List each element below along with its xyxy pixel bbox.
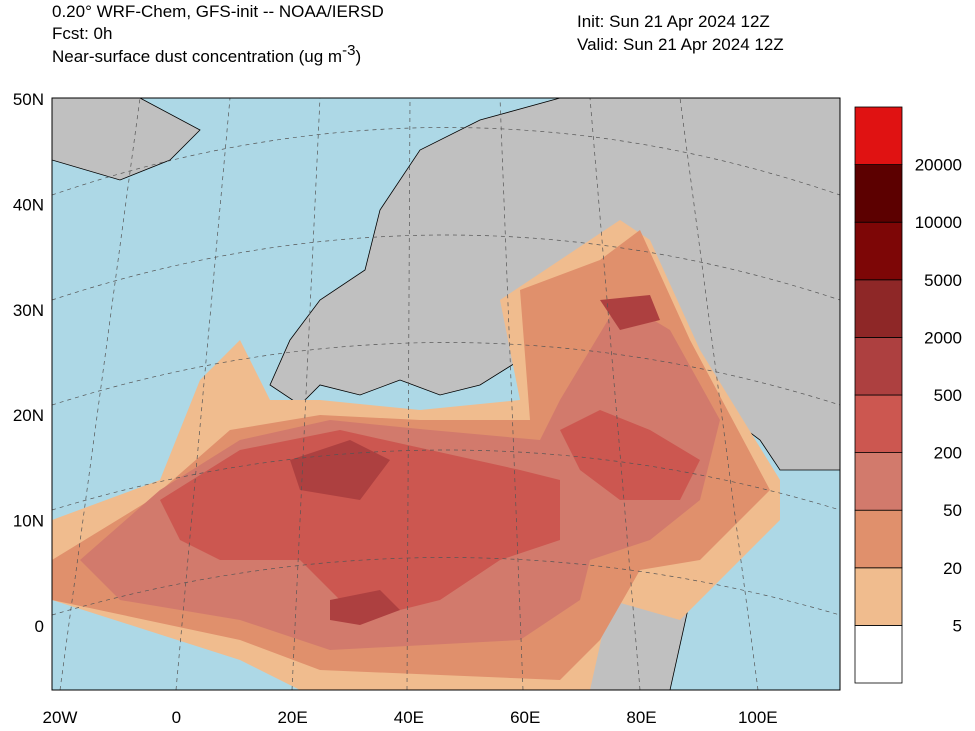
field: Near-surface dust concentration (ug m-3) xyxy=(52,42,361,66)
lat-label: 20N xyxy=(13,406,44,425)
colorbar-box xyxy=(854,336,903,396)
land xyxy=(52,98,201,181)
lon-label: 100E xyxy=(738,708,778,726)
forecast: Fcst: 0h xyxy=(52,24,112,43)
lon-label: 60E xyxy=(510,708,540,726)
colorbar-box xyxy=(854,164,903,223)
colorbar-label: 20 xyxy=(943,559,962,578)
lat-label: 40N xyxy=(13,195,44,214)
dust xyxy=(600,295,660,330)
colorbar-box xyxy=(854,625,903,684)
colorbar-label: 50 xyxy=(943,501,962,520)
colorbar-box xyxy=(854,106,903,165)
colorbar-box xyxy=(854,221,903,281)
colorbar-label: 5 xyxy=(953,616,962,635)
field-end: ) xyxy=(355,47,361,66)
colorbar-box xyxy=(854,567,903,626)
map xyxy=(51,97,841,691)
lon-label: 80E xyxy=(626,708,656,726)
colorbar-label: 2000 xyxy=(924,328,962,347)
dust xyxy=(330,590,400,625)
valid-time: Valid: Sun 21 Apr 2024 12Z xyxy=(577,35,784,54)
lat-label: 30N xyxy=(13,301,44,320)
colorbar-box xyxy=(854,394,903,453)
lon-label: 20E xyxy=(277,708,307,726)
field-exponent: -3 xyxy=(342,42,355,59)
colorbar-label: 200 xyxy=(934,444,962,463)
init-time: Init: Sun 21 Apr 2024 12Z xyxy=(577,12,770,31)
field-text: Near-surface dust concentration (ug m xyxy=(52,47,342,66)
dust xyxy=(560,410,700,500)
colorbar-box xyxy=(854,509,903,569)
colorbar-box xyxy=(854,452,903,511)
lat-label: 10N xyxy=(13,512,44,531)
lat-label: 50N xyxy=(13,90,44,109)
axis-labels: 50N 40N 30N 20N 10N 0 20W 0 20E 40E 60E 80E 100E xyxy=(13,90,778,727)
frame xyxy=(51,97,841,691)
lon-label: 20W xyxy=(43,708,78,726)
lon-label: 0 xyxy=(172,708,181,726)
colorbar: 5 20 50 200 500 2000 5000 10000 20000 xyxy=(854,106,962,684)
title: 0.20° WRF-Chem, GFS-init -- NOAA/IERSD xyxy=(52,2,384,21)
colorbar-label: 20000 xyxy=(915,156,962,175)
colorbar-label: 5000 xyxy=(924,271,962,290)
dust xyxy=(290,440,390,500)
colorbar-label: 500 xyxy=(934,386,962,405)
lon-label: 40E xyxy=(394,708,424,726)
colorbar-box xyxy=(854,279,903,338)
dust xyxy=(160,430,560,620)
graticule xyxy=(52,98,840,690)
lat-label: 0 xyxy=(35,617,44,636)
colorbar-label: 10000 xyxy=(915,213,962,232)
